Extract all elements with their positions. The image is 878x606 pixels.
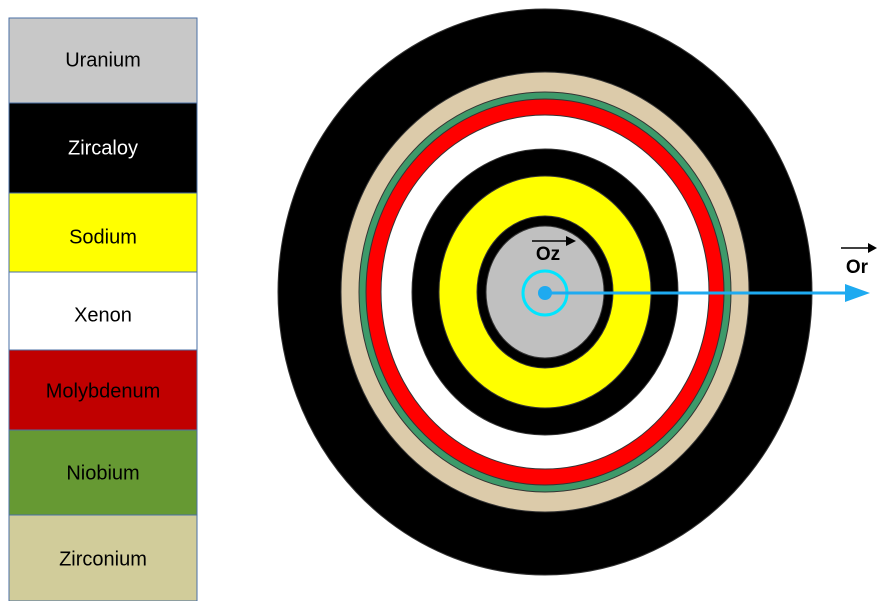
legend-swatch [8, 192, 198, 273]
legend-swatch [8, 17, 198, 104]
legend-label: Niobium [66, 462, 139, 484]
legend-label: Xenon [74, 304, 132, 326]
legend-label: Zirconium [59, 548, 147, 570]
z-vector-head [566, 236, 576, 246]
legend [8, 17, 198, 602]
r-axis-label: Or [846, 257, 869, 278]
r-axis-arrowhead [845, 284, 870, 302]
legend-swatch [8, 271, 198, 351]
legend-label: Uranium [65, 49, 141, 71]
r-vector-head [868, 243, 877, 253]
legend-label: Molybdenum [46, 380, 161, 402]
legend-label: Sodium [69, 226, 137, 248]
legend-label: Zircaloy [68, 137, 138, 159]
z-axis-label: Oz [536, 244, 560, 265]
legend-swatch [8, 102, 198, 194]
legend-swatch [8, 429, 198, 516]
axes: Oz Or [521, 236, 877, 317]
legend-labels: Uranium Zircaloy Sodium Xenon Molybdenum… [46, 49, 161, 570]
legend-swatch [8, 349, 198, 431]
